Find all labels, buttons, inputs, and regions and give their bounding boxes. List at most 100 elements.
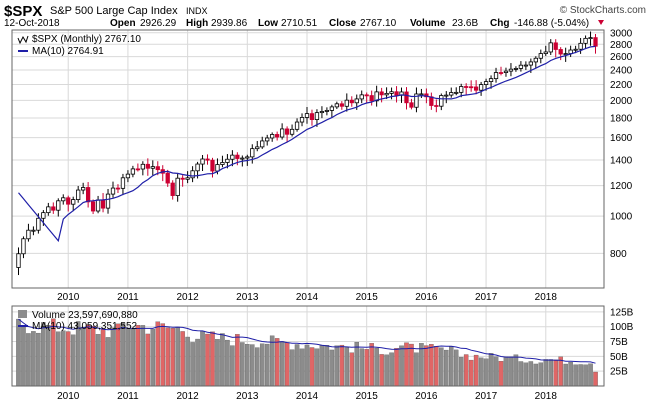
volume-bar — [21, 326, 26, 387]
price-x-tick-label: 2018 — [535, 292, 558, 303]
candle-body — [41, 212, 46, 219]
symbol-title: $SPX — [4, 3, 42, 20]
candle-body — [205, 158, 210, 161]
volume-bar — [85, 324, 91, 387]
price-x-tick-label: 2011 — [117, 292, 139, 303]
volume-bar — [493, 356, 499, 387]
volume-bar — [553, 359, 558, 387]
volume-bar — [135, 325, 141, 387]
volume-bar — [210, 331, 215, 387]
volume-bar — [279, 341, 285, 387]
volume-bar — [399, 345, 404, 387]
candle-body — [588, 37, 593, 40]
candle-body — [275, 134, 280, 138]
candle-body — [498, 72, 504, 74]
volume-legend-swatch — [18, 310, 27, 318]
volume-bar — [478, 357, 484, 387]
volume-bar — [105, 337, 111, 387]
open-value: 2926.29 — [140, 18, 177, 29]
price-tick-label: 3000 — [610, 28, 633, 39]
price-legend-icon — [17, 35, 29, 45]
volume-bar — [110, 327, 116, 387]
volume-bar — [284, 342, 290, 387]
volume-bar — [533, 363, 539, 387]
candle-body — [473, 86, 479, 91]
candle-body — [66, 197, 71, 205]
volume-x-tick-label: 2015 — [356, 391, 379, 402]
candle-body — [528, 61, 533, 66]
candle-body — [309, 113, 315, 120]
volume-bar — [245, 344, 250, 387]
candle-body — [573, 48, 578, 51]
price-grid — [12, 30, 604, 288]
volume-tick-label: 75B — [610, 337, 628, 348]
candle-body — [51, 206, 56, 211]
price-ma10-line — [18, 45, 596, 243]
candle-body — [523, 64, 529, 67]
candle-body — [150, 166, 155, 169]
volume-bar — [145, 333, 151, 387]
price-x-tick-label: 2016 — [415, 292, 438, 303]
volume-bar — [304, 344, 310, 387]
quote-stats: Open 2926.29 High 2939.86 Low 2710.51 Cl… — [110, 18, 589, 29]
volume-bar — [364, 349, 369, 387]
volume-bar — [419, 343, 424, 387]
volume-bar — [165, 327, 170, 387]
candle-body — [369, 95, 374, 102]
candle-body — [493, 72, 499, 80]
price-x-axis-labels: 2010 2011 2012 2013 2014 2015 2016 2017 2018 — [57, 292, 557, 303]
volume-bar — [523, 362, 529, 387]
volume-value: 23.6B — [452, 18, 478, 29]
candle-body — [71, 199, 76, 205]
candle-body — [439, 95, 444, 107]
candle-body — [260, 140, 265, 148]
price-legend-text: $SPX (Monthly) 2767.10 — [32, 34, 141, 45]
candle-body — [344, 99, 349, 107]
volume-bar — [488, 353, 494, 387]
candle-body — [120, 177, 126, 189]
candle-body — [364, 94, 369, 97]
volume-bar — [379, 354, 384, 387]
candle-body — [180, 177, 185, 180]
volume-bar — [578, 364, 583, 387]
candle-body — [61, 197, 66, 202]
copyright: © StockCharts.com — [560, 5, 646, 16]
volume-bar — [349, 352, 355, 387]
candle-body — [220, 162, 225, 165]
candle-body — [185, 177, 190, 180]
volume-bar — [334, 345, 340, 387]
candle-body — [359, 94, 364, 100]
candle-body — [444, 94, 449, 97]
volume-bar — [250, 344, 255, 387]
volume-bar — [503, 356, 509, 387]
volume-bar — [115, 323, 121, 387]
volume-bar — [90, 326, 96, 387]
price-x-tick-label: 2015 — [356, 292, 379, 303]
quote-date: 12-Oct-2018 — [4, 18, 60, 29]
price-x-tick-label: 2017 — [475, 292, 498, 303]
candle-body — [235, 154, 240, 159]
volume-bar — [359, 348, 364, 387]
volume-bar — [289, 349, 295, 387]
price-x-tick-label: 2014 — [296, 292, 319, 303]
candle-body — [279, 128, 285, 138]
volume-label: Volume — [410, 18, 446, 29]
volume-tick-label: 100B — [610, 322, 634, 333]
candle-body — [434, 105, 439, 107]
candle-body — [135, 168, 141, 171]
volume-bar — [190, 342, 195, 387]
candle-body — [548, 42, 553, 53]
volume-bar — [70, 334, 76, 387]
candle-body — [26, 229, 31, 240]
volume-bar — [473, 354, 479, 387]
candle-body — [374, 91, 379, 102]
volume-legend: Volume 23,597,690,880 MA(10) 43,059,351,… — [18, 310, 138, 332]
candle-body — [354, 98, 359, 104]
volume-bar — [225, 339, 230, 387]
candle-body — [404, 91, 409, 104]
volume-bar — [31, 331, 36, 387]
price-legend: $SPX (Monthly) 2767.10 MA(10) 2764.91 — [17, 34, 141, 57]
candle-body — [110, 187, 116, 195]
candle-body — [304, 113, 310, 118]
